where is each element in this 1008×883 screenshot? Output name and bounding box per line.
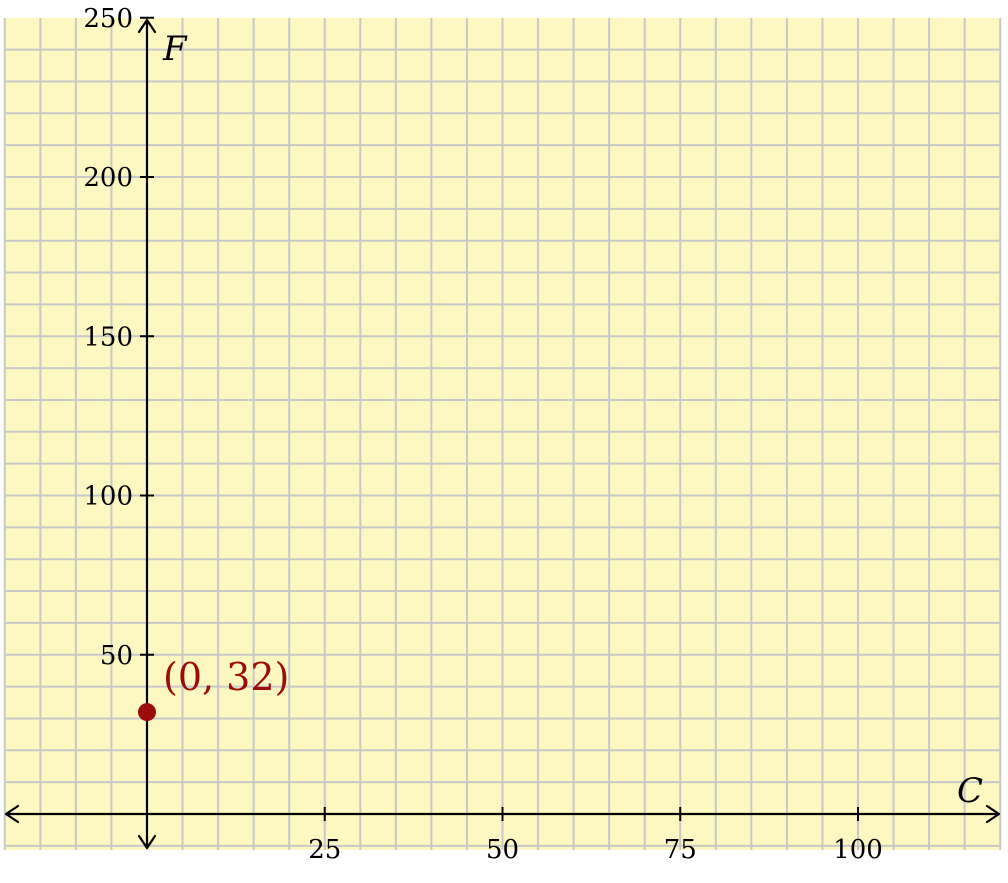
x-tick-label: 50 xyxy=(486,835,519,865)
x-axis-arrow-left xyxy=(4,804,20,824)
data-points: (0, 32) xyxy=(138,655,289,722)
y-tick-label: 200 xyxy=(83,163,133,193)
x-tick-label: 75 xyxy=(664,835,697,865)
data-point-label: (0, 32) xyxy=(163,655,289,699)
y-axis-label: F xyxy=(162,29,188,69)
x-tick-label: 100 xyxy=(833,835,883,865)
y-tick-label: 250 xyxy=(83,4,133,34)
data-point xyxy=(138,703,156,722)
y-axis-arrow-down xyxy=(137,834,157,850)
y-tick-label: 150 xyxy=(83,322,133,352)
x-axis-label: C xyxy=(957,771,983,811)
y-axis-arrow-up xyxy=(137,18,157,34)
y-tick-label: 50 xyxy=(100,641,133,671)
x-axis-arrow-right xyxy=(985,804,1001,824)
ticks: 25 50 75 100 50 100 150 200 250 xyxy=(83,4,882,865)
y-tick-label: 100 xyxy=(83,482,133,512)
x-tick-label: 25 xyxy=(308,835,341,865)
grid xyxy=(3,18,1002,850)
